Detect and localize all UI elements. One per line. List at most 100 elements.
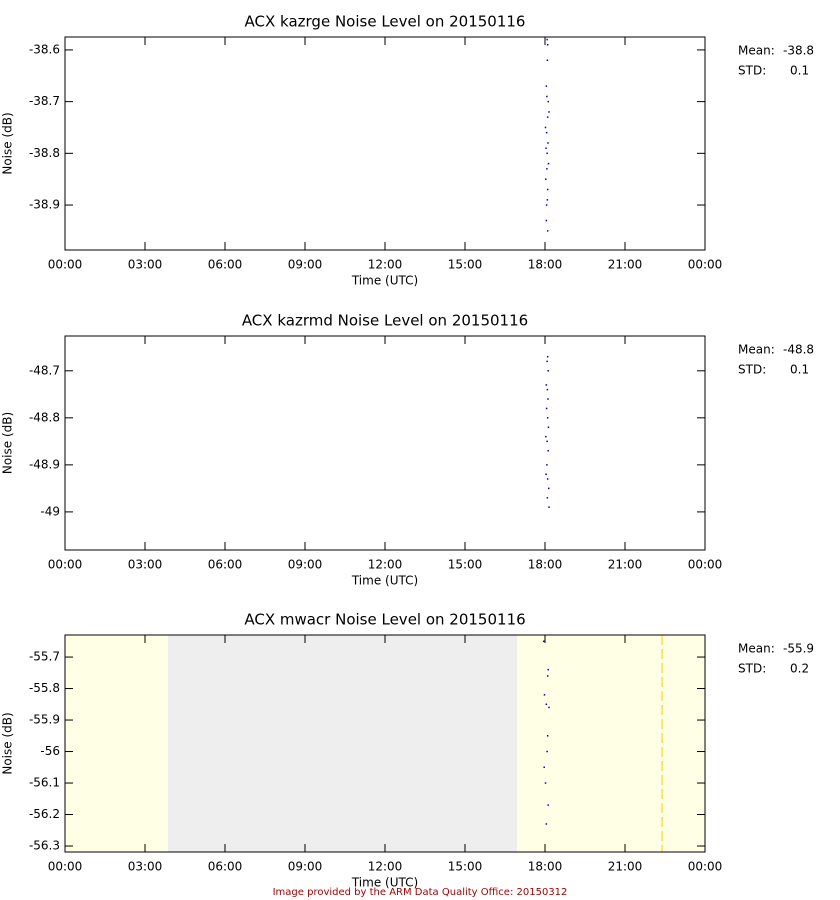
point bbox=[547, 668, 549, 671]
point bbox=[545, 435, 547, 438]
chart-title: ACX mwacr Noise Level on 20150116 bbox=[244, 611, 525, 629]
x-tick-label: 03:00 bbox=[128, 558, 163, 572]
std-value: 0.2 bbox=[790, 662, 809, 676]
x-tick-label: 15:00 bbox=[448, 258, 483, 272]
point bbox=[546, 59, 549, 62]
x-tick-label: 09:00 bbox=[288, 258, 323, 272]
x-axis-label: Time (UTC) bbox=[351, 574, 418, 588]
point bbox=[545, 131, 548, 134]
x-tick-label: 12:00 bbox=[368, 860, 403, 874]
point bbox=[546, 199, 549, 201]
point bbox=[546, 188, 549, 191]
point bbox=[546, 388, 549, 391]
mean-value: -55.9 bbox=[783, 642, 814, 656]
x-tick-label: 00:00 bbox=[48, 258, 83, 272]
shaded-region bbox=[517, 635, 705, 852]
mean-value: -38.8 bbox=[783, 44, 814, 58]
plot-frame bbox=[64, 36, 706, 251]
point bbox=[547, 804, 549, 806]
y-axis-label: Noise (dB) bbox=[1, 712, 15, 774]
x-tick-label: 03:00 bbox=[128, 860, 163, 874]
x-tick-label: 21:00 bbox=[608, 860, 643, 874]
point bbox=[543, 694, 546, 696]
x-tick-label: 15:00 bbox=[448, 860, 483, 874]
x-tick-label: 09:00 bbox=[288, 860, 323, 874]
y-tick-label: -38.6 bbox=[29, 42, 60, 56]
point bbox=[545, 407, 548, 410]
point bbox=[547, 450, 549, 452]
y-tick-label: -38.8 bbox=[29, 146, 60, 160]
y-tick-label: -49 bbox=[40, 504, 60, 518]
point bbox=[546, 38, 548, 41]
point bbox=[544, 782, 547, 784]
x-tick-label: 21:00 bbox=[608, 558, 643, 572]
shaded-region bbox=[65, 635, 168, 852]
footer: Image provided by the ARM Data Quality O… bbox=[273, 887, 568, 898]
x-tick-label: 00:00 bbox=[688, 258, 723, 272]
mean-value: -48.8 bbox=[783, 343, 814, 357]
y-tick-label: -48.7 bbox=[29, 363, 60, 377]
x-tick-label: 00:00 bbox=[688, 558, 723, 572]
point bbox=[544, 126, 547, 129]
x-tick-label: 03:00 bbox=[128, 258, 163, 272]
std-label: STD: bbox=[738, 363, 766, 377]
point bbox=[546, 116, 549, 118]
point bbox=[546, 464, 548, 466]
point bbox=[546, 478, 549, 480]
point bbox=[545, 384, 548, 386]
chart-title: ACX kazrge Noise Level on 20150116 bbox=[245, 13, 526, 31]
point bbox=[545, 204, 548, 206]
std-label: STD: bbox=[738, 662, 766, 676]
y-tick-label: -55.8 bbox=[29, 681, 60, 695]
x-tick-label: 12:00 bbox=[368, 258, 403, 272]
point bbox=[546, 44, 549, 46]
point bbox=[545, 85, 548, 87]
y-tick-label: -56.3 bbox=[29, 839, 60, 853]
y-tick-label: -38.7 bbox=[29, 94, 60, 108]
mean-label: Mean: bbox=[738, 44, 775, 58]
point bbox=[545, 147, 547, 149]
point bbox=[545, 703, 548, 706]
mean-label: Mean: bbox=[738, 642, 775, 656]
point bbox=[548, 506, 550, 508]
point bbox=[546, 168, 548, 170]
point bbox=[546, 360, 548, 363]
y-axis-label: Noise (dB) bbox=[1, 412, 15, 474]
point bbox=[546, 417, 549, 419]
x-tick-label: 21:00 bbox=[608, 258, 643, 272]
point bbox=[545, 219, 548, 222]
point bbox=[545, 178, 547, 180]
x-tick-label: 12:00 bbox=[368, 558, 403, 572]
y-axis-label: Noise (dB) bbox=[1, 112, 15, 174]
x-tick-label: 09:00 bbox=[288, 558, 323, 572]
point bbox=[547, 100, 549, 103]
y-tick-label: -55.7 bbox=[29, 650, 60, 664]
point bbox=[546, 675, 549, 677]
point bbox=[546, 95, 548, 98]
plot-frame bbox=[64, 335, 706, 551]
x-axis-label: Time (UTC) bbox=[351, 876, 418, 890]
x-tick-label: 18:00 bbox=[528, 258, 563, 272]
point bbox=[546, 440, 548, 443]
x-tick-label: 06:00 bbox=[208, 860, 243, 874]
point bbox=[547, 142, 549, 144]
point bbox=[546, 152, 548, 155]
x-tick-label: 00:00 bbox=[48, 860, 83, 874]
x-tick-label: 06:00 bbox=[208, 258, 243, 272]
x-tick-label: 18:00 bbox=[528, 860, 563, 874]
std-value: 0.1 bbox=[790, 64, 809, 78]
chart-title: ACX kazrmd Noise Level on 20150116 bbox=[242, 312, 528, 330]
std-label: STD: bbox=[738, 64, 766, 78]
point bbox=[548, 706, 550, 709]
mean-label: Mean: bbox=[738, 343, 775, 357]
point bbox=[545, 473, 547, 476]
shaded-region bbox=[167, 635, 517, 852]
y-tick-label: -48.8 bbox=[29, 410, 60, 424]
y-tick-label: -56.2 bbox=[29, 807, 60, 821]
point bbox=[548, 111, 550, 113]
y-tick-label: -55.9 bbox=[29, 713, 60, 727]
point bbox=[547, 487, 550, 490]
point bbox=[543, 766, 545, 769]
y-tick-label: -48.9 bbox=[29, 457, 60, 471]
